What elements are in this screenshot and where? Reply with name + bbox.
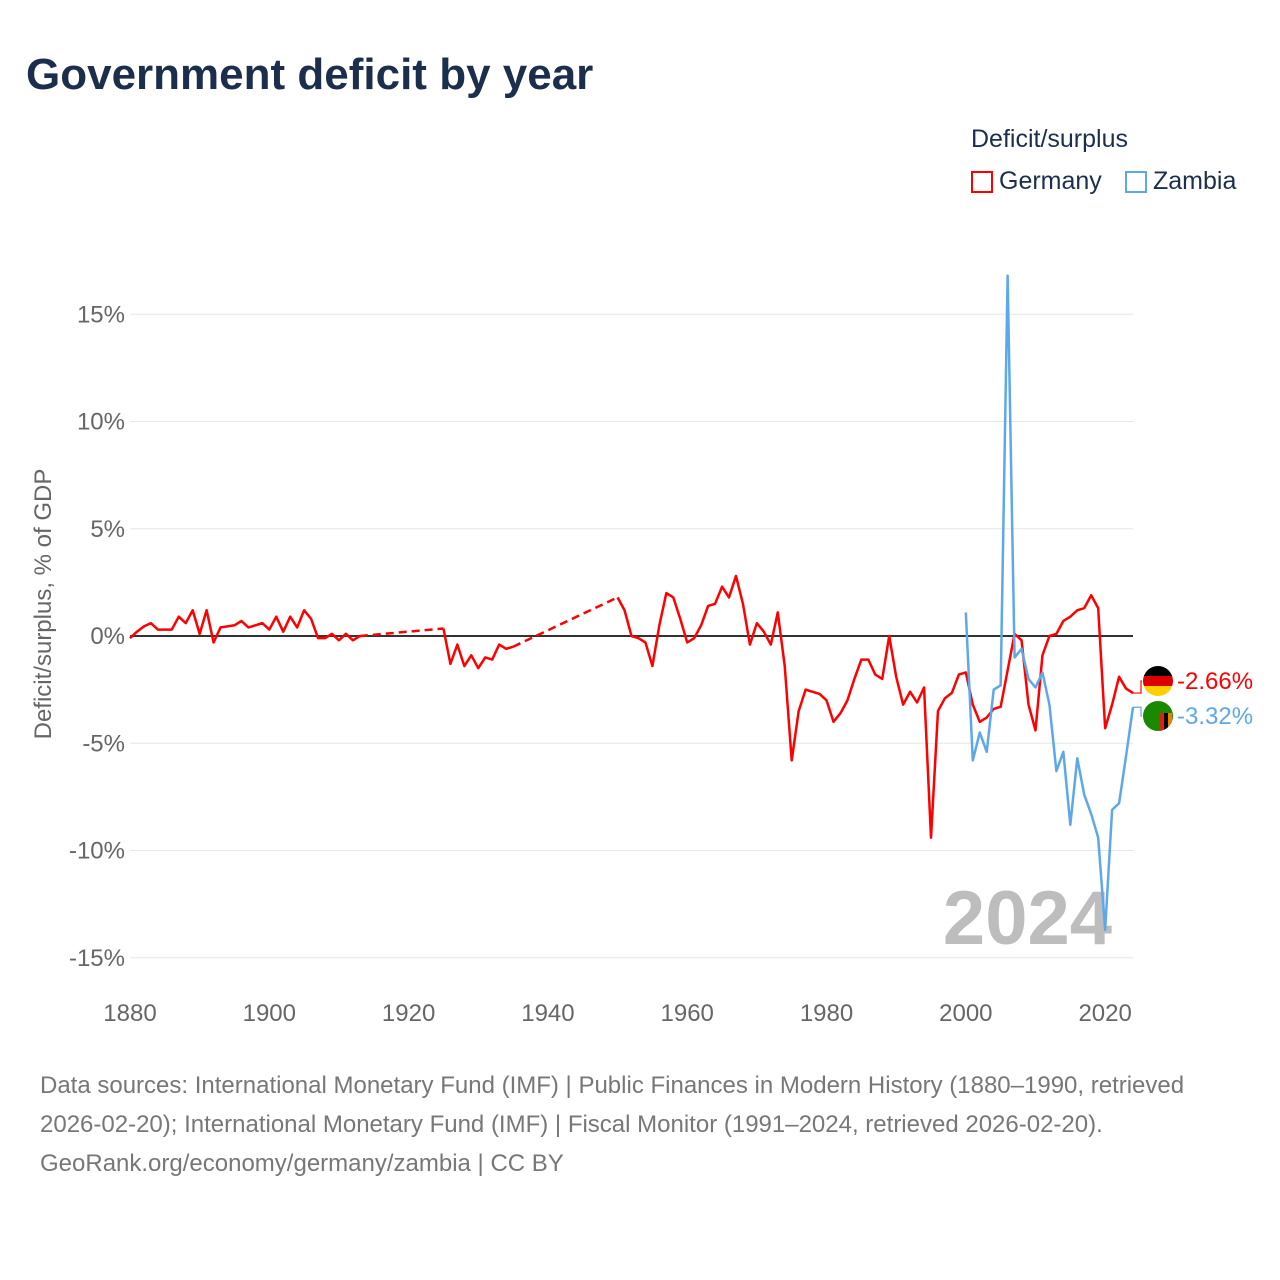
- legend-swatch-zambia: [1125, 170, 1147, 193]
- flag-stripe: [1143, 686, 1173, 696]
- legend-swatch-germany: [971, 170, 993, 193]
- footer: Data sources: International Monetary Fun…: [40, 1066, 1240, 1183]
- x-tick-label: 1920: [382, 1000, 435, 1027]
- y-tick-label: 10%: [77, 409, 125, 436]
- germany-end-connector: [1133, 680, 1142, 694]
- y-tick-label: -5%: [82, 730, 125, 757]
- data-sources: Data sources: International Monetary Fun…: [40, 1072, 1185, 1138]
- current-year-watermark: 2024: [943, 876, 1112, 961]
- flag-stripe: [1164, 713, 1168, 731]
- legend-item-germany[interactable]: Germany: [971, 167, 1102, 196]
- germany-series-line: [442, 628, 514, 670]
- x-tick-label: 1980: [800, 1000, 853, 1027]
- chart-title: Government deficit by year: [26, 50, 594, 99]
- x-tick-label: 1960: [661, 1000, 714, 1027]
- y-tick-label: -10%: [69, 838, 125, 865]
- x-tick-label: 1940: [521, 1000, 574, 1027]
- flag-stripe: [1143, 666, 1173, 676]
- y-axis-label: Deficit/surplus, % of GDP: [30, 469, 57, 740]
- legend-label-zambia: Zambia: [1153, 167, 1237, 195]
- flag-stripe: [1168, 713, 1172, 731]
- germany-end-label: -2.66%: [1177, 668, 1253, 695]
- zambia-end-label: -3.32%: [1177, 703, 1253, 730]
- legend-title: Deficit/surplus: [971, 125, 1128, 153]
- zambia-end-connector: [1133, 706, 1142, 717]
- germany-series-line: [616, 574, 1134, 839]
- flag-stripe: [1160, 713, 1164, 731]
- legend-label-germany: Germany: [999, 167, 1102, 195]
- x-tick-label: 2020: [1078, 1000, 1131, 1027]
- legend-item-zambia[interactable]: Zambia: [1125, 167, 1236, 196]
- germany-flag-icon: [1143, 666, 1173, 696]
- zambia-flag-icon: [1143, 701, 1173, 731]
- y-tick-label: 0%: [90, 623, 125, 650]
- germany-gap-connector: [359, 627, 444, 638]
- germany-gap-connector: [512, 596, 619, 648]
- x-tick-label: 1880: [103, 1000, 156, 1027]
- x-tick-label: 1900: [243, 1000, 296, 1027]
- y-tick-label: 15%: [77, 301, 125, 328]
- germany-series-line: [129, 609, 361, 644]
- zambia-series-line: [964, 274, 1135, 932]
- credit-link[interactable]: GeoRank.org/economy/germany/zambia | CC …: [40, 1150, 564, 1177]
- flag-stripe: [1143, 676, 1173, 686]
- y-tick-label: -15%: [69, 945, 125, 972]
- x-tick-label: 2000: [939, 1000, 992, 1027]
- y-tick-label: 5%: [90, 516, 125, 543]
